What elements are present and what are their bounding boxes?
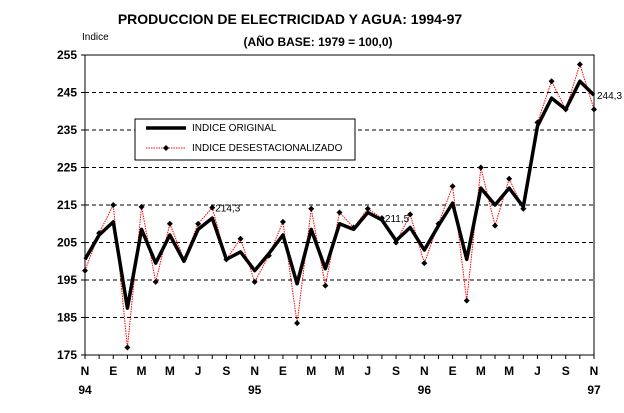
x-tick-label: M	[165, 364, 175, 378]
data-point-marker	[576, 61, 583, 68]
data-point-marker	[110, 202, 117, 208]
plot-frame	[84, 54, 595, 356]
data-point-marker	[308, 205, 315, 212]
x-tick-label: J	[364, 364, 371, 378]
data-point-marker	[548, 78, 555, 85]
data-point-marker	[138, 203, 145, 210]
x-tick-label: E	[449, 364, 457, 378]
chart-subtitle: (AÑO BASE: 1979 = 100,0)	[243, 34, 392, 49]
x-tick-year-label: 95	[248, 383, 262, 397]
x-tick-label: M	[137, 364, 147, 378]
y-tick-label: 225	[57, 161, 77, 175]
data-annotations: 214,3 211,5 244,3	[215, 91, 622, 225]
data-point-marker	[294, 320, 301, 327]
y-tick-label: 185	[57, 311, 77, 325]
x-tick-year-label: 96	[418, 383, 432, 397]
data-point-marker	[265, 252, 272, 259]
x-tick-label: M	[335, 364, 345, 378]
data-point-marker	[421, 260, 428, 267]
y-tick-label: 235	[57, 123, 77, 137]
data-label: 214,3	[215, 204, 240, 215]
x-tick-year-label: 94	[78, 383, 92, 397]
data-point-marker	[336, 209, 343, 216]
data-point-marker	[223, 256, 230, 263]
x-tick-label: S	[562, 364, 570, 378]
data-point-marker	[209, 204, 216, 211]
y-axis-label: Indice	[82, 32, 109, 43]
x-tick-label: N	[81, 364, 90, 378]
data-point-marker	[322, 282, 329, 289]
x-tick-label: J	[195, 364, 202, 378]
x-tick-label: E	[279, 364, 287, 378]
series-line-desestacionalizado	[84, 62, 595, 348]
data-point-marker	[237, 235, 244, 242]
legend-label-original: INDICE ORIGINAL	[192, 123, 277, 134]
data-label: 211,5	[385, 214, 410, 225]
data-point-marker	[124, 344, 131, 351]
data-point-marker	[251, 278, 258, 285]
y-tick-label: 215	[57, 198, 77, 212]
data-point-marker	[350, 224, 357, 231]
data-point-marker	[180, 256, 187, 263]
data-point-marker	[562, 106, 569, 113]
data-point-marker	[435, 220, 442, 227]
legend-box	[134, 118, 356, 161]
data-point-marker	[463, 297, 470, 304]
series-line-original	[83, 79, 596, 310]
legend-marker	[163, 145, 169, 151]
y-tick-label: 255	[57, 48, 77, 62]
data-point-marker	[449, 183, 456, 190]
series-markers	[82, 61, 597, 351]
x-tick-label: E	[109, 364, 117, 378]
x-tick-label: S	[392, 364, 400, 378]
data-point-marker	[364, 205, 371, 212]
x-tick-label: N	[250, 364, 259, 378]
x-tick-label: N	[590, 364, 599, 378]
legend-label-desestacionalizado: INDICE DESESTACIONALIZADO	[192, 143, 343, 154]
x-tick-label: M	[306, 364, 316, 378]
chart-title: PRODUCCION DE ELECTRICIDAD Y AGUA: 1994-…	[118, 11, 463, 27]
data-point-marker	[152, 278, 159, 285]
x-tick-label: S	[222, 364, 230, 378]
data-point-marker	[506, 175, 513, 182]
x-tick-label: J	[534, 364, 541, 378]
data-point-marker	[166, 220, 173, 227]
x-tick-label: N	[420, 364, 429, 378]
data-point-marker	[195, 220, 202, 227]
data-point-marker	[393, 239, 400, 246]
legend: INDICE ORIGINAL INDICE DESESTACIONALIZADO	[134, 118, 356, 161]
data-point-marker	[520, 205, 527, 212]
data-point-marker	[279, 218, 286, 225]
y-tick-label: 245	[57, 86, 77, 100]
y-tick-label: 205	[57, 236, 77, 250]
series-lines	[83, 62, 596, 348]
y-tick-label: 175	[57, 348, 77, 362]
data-point-marker	[477, 164, 484, 171]
data-label: 244,3	[597, 91, 622, 102]
x-tick-label: M	[504, 364, 514, 378]
data-point-marker	[378, 215, 385, 222]
data-point-marker	[534, 119, 541, 126]
y-axis-ticks: 175 185 195 205 215 225 235 245 255	[57, 48, 85, 362]
x-tick-year-label: 97	[587, 383, 601, 397]
data-point-marker	[492, 222, 499, 229]
data-point-marker	[96, 230, 103, 237]
data-point-marker	[407, 211, 414, 218]
y-tick-label: 195	[57, 273, 77, 287]
x-tick-label: M	[476, 364, 486, 378]
x-axis-ticks: N 94 E M M J S N 95 E M M J S N 96 E M M J S N 97	[78, 355, 601, 397]
